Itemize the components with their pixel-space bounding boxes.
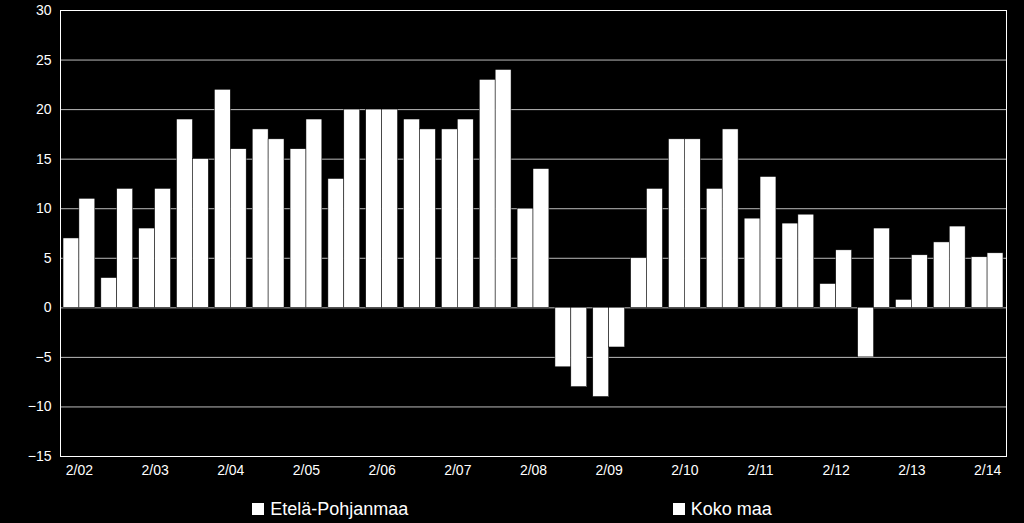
svg-text:2/10: 2/10 (671, 462, 698, 478)
svg-text:2/08: 2/08 (520, 462, 547, 478)
svg-text:2/11: 2/11 (747, 462, 773, 478)
svg-text:2/09: 2/09 (596, 462, 623, 478)
html-text:Koko maa: Koko maa (690, 498, 772, 519)
svg-text:5: 5 (44, 250, 52, 266)
svg-text:2/02: 2/02 (66, 462, 93, 478)
svg-text:2/06: 2/06 (369, 462, 396, 478)
svg-text:2/12: 2/12 (823, 462, 850, 478)
svg-text:2/14: 2/14 (974, 462, 1001, 478)
svg-text:2/07: 2/07 (444, 462, 471, 478)
svg-text:−15: −15 (28, 448, 52, 464)
svg-text:2/05: 2/05 (293, 462, 320, 478)
svg-text:10: 10 (36, 200, 52, 216)
svg-text:−10: −10 (28, 398, 52, 414)
svg-text:2/04: 2/04 (217, 462, 244, 478)
svg-text:2/03: 2/03 (141, 462, 168, 478)
svg-text:15: 15 (36, 151, 52, 167)
svg-text:20: 20 (36, 101, 52, 117)
svg-text:25: 25 (36, 52, 52, 68)
svg-text:2/13: 2/13 (898, 462, 925, 478)
html-text:Etelä-Pohjanmaa: Etelä-Pohjanmaa (270, 498, 409, 519)
svg-text:−5: −5 (36, 349, 52, 365)
svg-text:30: 30 (36, 2, 52, 18)
svg-text:0: 0 (44, 299, 52, 315)
